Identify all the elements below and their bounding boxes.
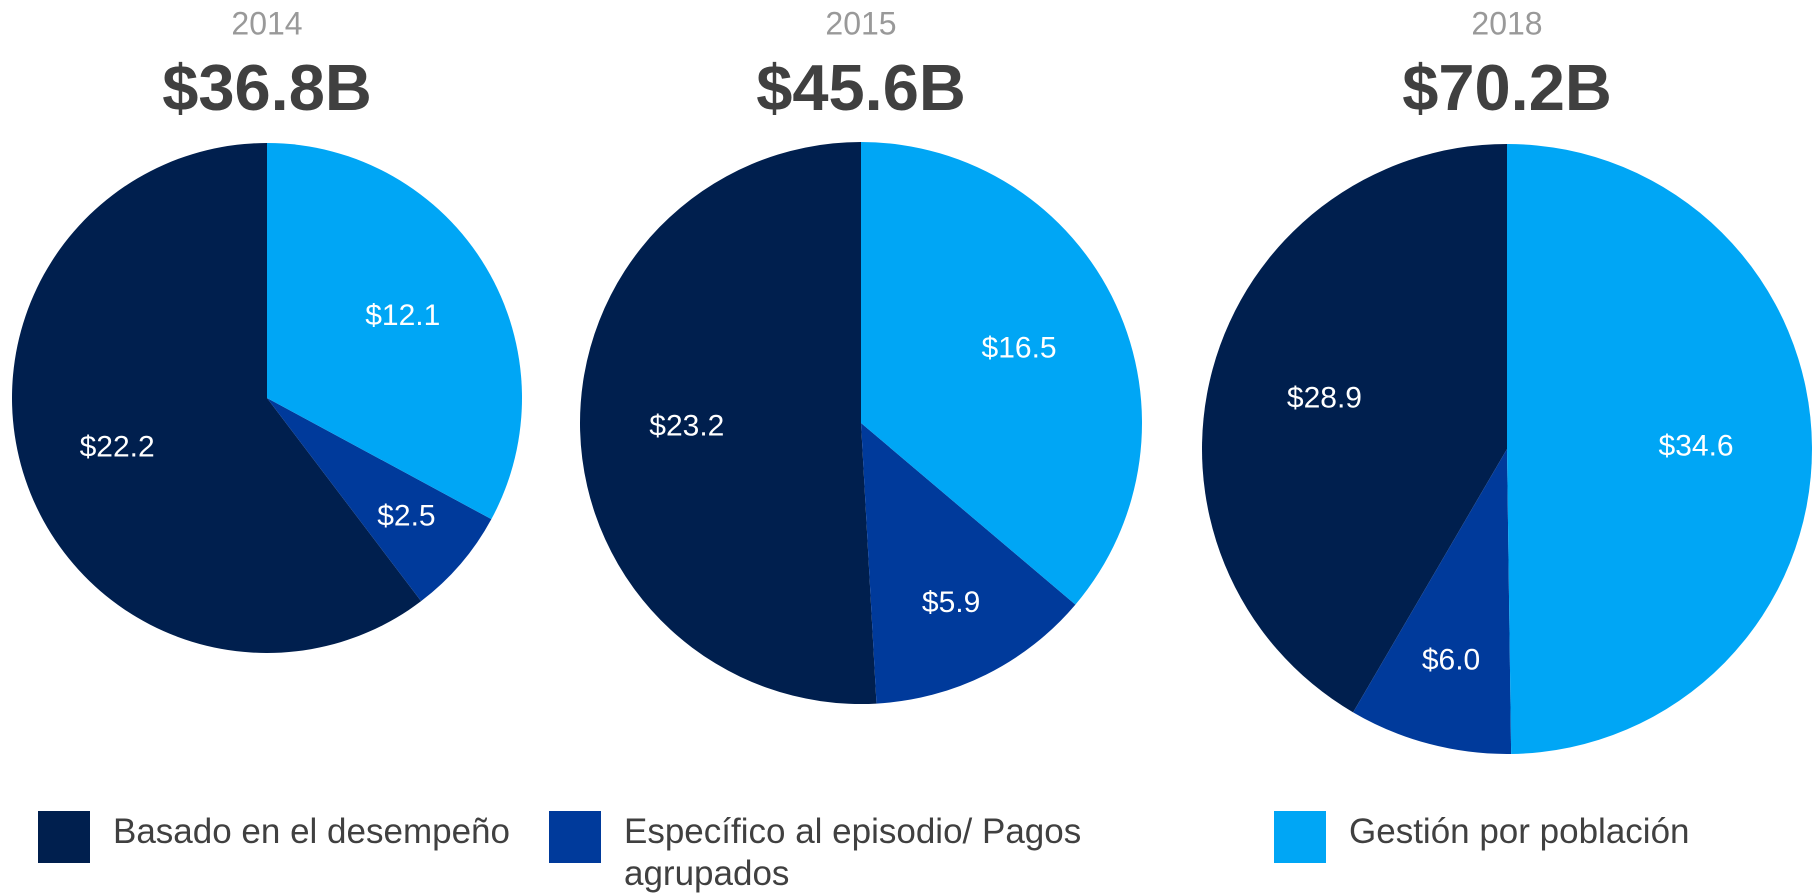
pie-slice bbox=[1507, 144, 1812, 754]
pie-slice bbox=[267, 143, 522, 520]
pie-total: $70.2B bbox=[1402, 51, 1612, 124]
legend-item: Gestión por población bbox=[1274, 811, 1690, 863]
pie-slice bbox=[1202, 144, 1507, 713]
legend-swatch bbox=[549, 811, 601, 863]
legend-item: Basado en el desempeño bbox=[38, 811, 510, 863]
pie-title: 2018 bbox=[1471, 5, 1542, 41]
pie-total: $45.6B bbox=[756, 51, 966, 124]
pie-slice bbox=[579, 142, 877, 705]
legend-swatch bbox=[1274, 811, 1326, 863]
legend-label: Específico al episodio/ Pagos agrupados bbox=[624, 812, 1082, 893]
slice-label: $22.2 bbox=[80, 430, 155, 463]
slice-label: $12.1 bbox=[365, 299, 440, 332]
legend-swatch bbox=[38, 811, 90, 863]
slice-label: $16.5 bbox=[982, 332, 1057, 365]
pie-slice bbox=[861, 423, 1076, 704]
legend-item: Específico al episodio/ Pagos agrupados bbox=[549, 811, 1104, 895]
legend-label: Basado en el desempeño bbox=[113, 812, 510, 851]
pie-total: $36.8B bbox=[162, 51, 372, 124]
pie-slice bbox=[861, 141, 1142, 605]
pie-slice bbox=[12, 143, 422, 653]
pie-title: 2014 bbox=[231, 5, 302, 41]
pie-slice bbox=[267, 398, 492, 602]
slice-label: $28.9 bbox=[1287, 381, 1362, 414]
slice-label: $2.5 bbox=[377, 499, 435, 532]
pie-title: 2015 bbox=[825, 5, 896, 41]
slice-label: $34.6 bbox=[1659, 430, 1734, 463]
pie-slice bbox=[1353, 449, 1512, 755]
slice-label: $6.0 bbox=[1422, 643, 1480, 676]
slice-label: $5.9 bbox=[922, 586, 980, 619]
legend-label: Gestión por población bbox=[1349, 812, 1690, 851]
slice-label: $23.2 bbox=[649, 410, 724, 443]
